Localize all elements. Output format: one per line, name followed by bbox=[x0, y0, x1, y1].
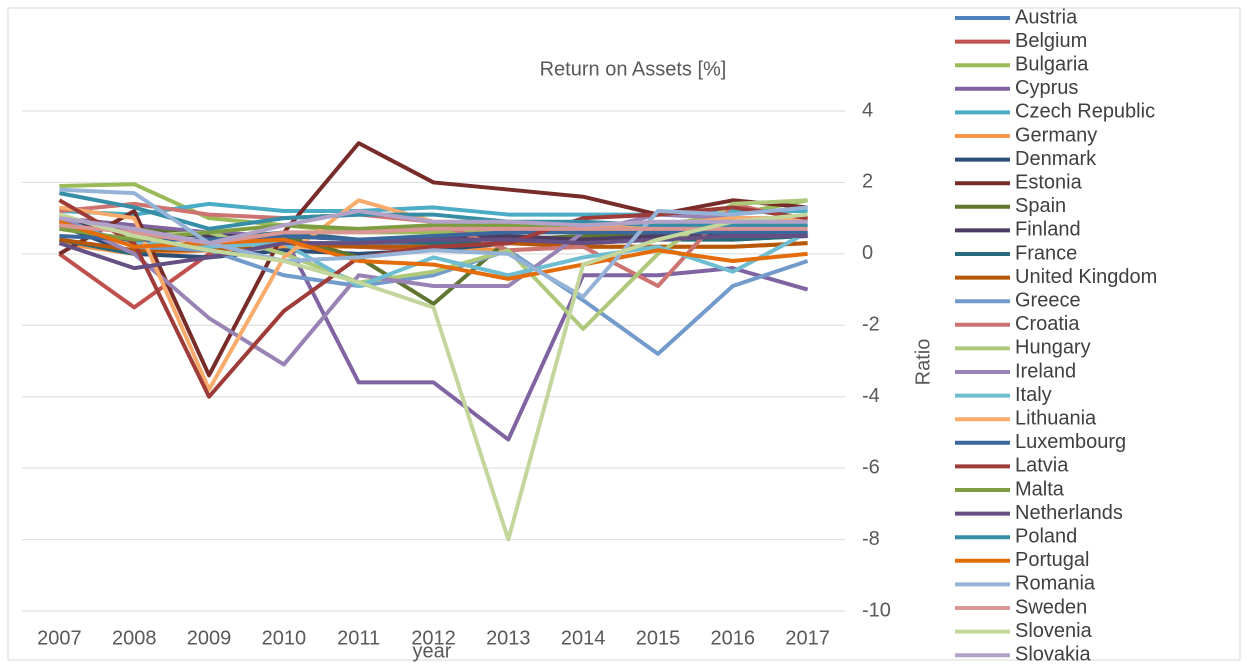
series-line bbox=[58, 212, 808, 542]
y-tick-label: -2 bbox=[862, 314, 880, 336]
legend-label: Denmark bbox=[1015, 148, 1097, 170]
chart-border bbox=[7, 7, 1241, 661]
y-axis-label: Ratio bbox=[912, 339, 934, 386]
y-tick-label: 2 bbox=[862, 171, 873, 193]
y-tick-label: -8 bbox=[862, 528, 880, 550]
series-line bbox=[59, 216, 809, 442]
series-line bbox=[59, 187, 808, 299]
chart-title: Return on Assets [%] bbox=[540, 58, 727, 80]
legend-label: Czech Republic bbox=[1015, 101, 1155, 123]
legend-label: Sweden bbox=[1015, 596, 1087, 618]
x-tick-label: 2008 bbox=[112, 627, 157, 649]
series-line bbox=[58, 216, 809, 356]
series-line bbox=[59, 209, 808, 246]
x-tick-label: 2016 bbox=[711, 627, 756, 649]
series-line bbox=[58, 141, 808, 378]
x-tick-label: 2007 bbox=[37, 627, 82, 649]
legend-label: Cyprus bbox=[1015, 77, 1078, 99]
legend-label: Portugal bbox=[1015, 549, 1090, 571]
x-tick-label: 2009 bbox=[187, 627, 232, 649]
y-tick-label: -6 bbox=[862, 456, 880, 478]
series-line bbox=[58, 212, 808, 367]
legend-label: Bulgaria bbox=[1015, 53, 1089, 75]
legend-label: Greece bbox=[1015, 289, 1081, 311]
legend-label: Malta bbox=[1015, 478, 1065, 500]
y-tick-label: 4 bbox=[862, 99, 873, 121]
series-line bbox=[58, 234, 808, 271]
legend-label: Slovakia bbox=[1015, 643, 1091, 665]
legend-label: Ireland bbox=[1015, 360, 1076, 382]
legend-label: Hungary bbox=[1015, 337, 1091, 359]
y-tick-label: -10 bbox=[862, 599, 891, 621]
legend-label: Austria bbox=[1015, 6, 1078, 28]
legend-label: Romania bbox=[1015, 573, 1096, 595]
x-tick-label: 2015 bbox=[636, 627, 681, 649]
legend-label: Slovenia bbox=[1015, 620, 1093, 642]
legend-label: Luxembourg bbox=[1015, 431, 1126, 453]
legend-label: Spain bbox=[1015, 195, 1066, 217]
x-tick-label: 2017 bbox=[785, 627, 830, 649]
legend-label: Finland bbox=[1015, 219, 1081, 241]
x-tick-label: 2012 bbox=[411, 627, 456, 649]
y-tick-label: -4 bbox=[862, 385, 880, 407]
x-tick-label: 2013 bbox=[486, 627, 531, 649]
x-tick-label: 2014 bbox=[561, 627, 606, 649]
y-tick-label: 0 bbox=[862, 242, 873, 264]
legend-label: Croatia bbox=[1015, 313, 1080, 335]
legend-label: Germany bbox=[1015, 124, 1097, 146]
legend-label: France bbox=[1015, 242, 1077, 264]
series-line bbox=[59, 191, 808, 231]
x-axis-label: year bbox=[413, 640, 452, 662]
x-tick-label: 2011 bbox=[337, 627, 380, 649]
legend-label: United Kingdom bbox=[1015, 266, 1157, 288]
legend-label: Netherlands bbox=[1015, 502, 1123, 524]
x-tick-label: 2010 bbox=[262, 627, 307, 649]
legend-label: Poland bbox=[1015, 525, 1077, 547]
legend-label: Estonia bbox=[1015, 171, 1083, 193]
legend-label: Italy bbox=[1015, 384, 1052, 406]
legend-label: Latvia bbox=[1015, 455, 1069, 477]
legend-label: Belgium bbox=[1015, 30, 1087, 52]
legend-label: Lithuania bbox=[1015, 407, 1097, 429]
